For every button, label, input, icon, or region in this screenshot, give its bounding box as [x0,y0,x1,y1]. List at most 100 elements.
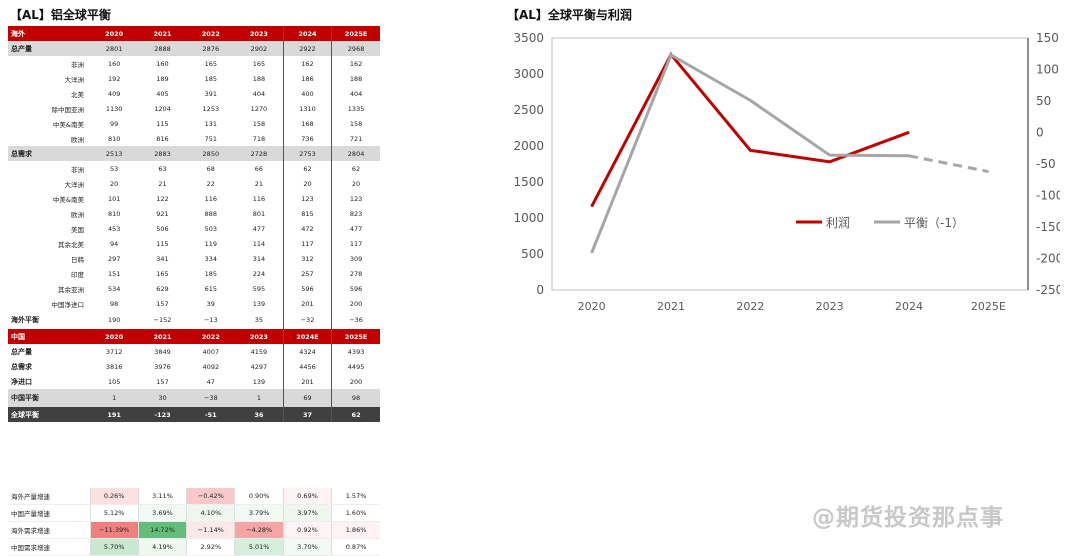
year-header: 2021 [138,329,187,344]
table-cell: 404 [331,86,380,101]
row-label: 中国 [8,329,90,344]
table-row: 净进口 105 157 47 139 201 200 [8,374,380,389]
table-cell: 188 [331,71,380,86]
table-row: 全球平衡 191 -123 -51 36 37 62 [8,407,380,422]
table-cell: 472 [282,221,332,236]
growth-row: 中国产量增速 5.12% 3.69% 4.10% 3.79% 3.97% 1.60% [8,504,380,522]
table-cell: 4324 [282,344,332,359]
row-label: 欧洲 [71,210,84,219]
table-cell: 186 [282,71,332,86]
table-cell: 165 [252,59,266,68]
table-cell: 47 [206,377,215,386]
table-cell: 278 [331,266,380,281]
growth-cell: 5.01% [234,538,284,556]
table-row: 海外 2020 2021 2022 2023 2024 2025E [8,26,380,41]
row-label: 大洋洲 [64,180,85,189]
table-cell: 114 [252,239,266,248]
row-label: 除中国亚洲 [51,105,85,114]
table-cell: 816 [156,134,169,143]
table-cell: 192 [107,74,121,83]
growth-label: 海外需求增速 [8,521,90,539]
table-cell: 117 [282,236,332,251]
row-label: 欧洲 [71,135,84,144]
row-label: 总产量 [11,347,32,356]
table-cell: 2883 [138,146,187,161]
table-cell: 22 [206,179,215,188]
left-tick-label: 0 [536,283,544,297]
growth-cell: 14.72% [137,521,187,539]
table-cell: 721 [331,131,380,146]
table-cell: 200 [331,374,380,389]
table-cell: 4092 [202,362,220,371]
table-cell: 1335 [331,101,380,116]
year-header: 2022 [186,329,235,344]
table-cell: 477 [252,224,266,233]
data-point [829,154,831,156]
table-cell: 1310 [282,101,332,116]
table-cell: 2801 [90,41,139,56]
row-label: 非洲 [71,60,84,69]
table-cell: 62 [282,161,332,176]
table-cell: 131 [204,119,218,128]
x-tick-label: 2024 [895,300,923,313]
table-cell: 409 [107,89,121,98]
balance-profit-chart: 0500100015002000250030003500-250-200-150… [513,31,1060,313]
table-cell: 1253 [202,104,220,113]
table-cell: 312 [282,251,332,266]
table-cell: 921 [156,209,169,218]
table-cell: −32 [282,311,332,329]
growth-cell: 3.70% [282,538,332,556]
right-tick-label: 150 [1036,31,1059,45]
left-tick-label: 1500 [513,175,544,189]
row-label: 其余北美 [58,240,84,249]
x-tick-label: 2025E [971,300,1006,313]
table-row: 总产量 2801 2888 2876 2902 2922 2968 [8,41,380,56]
series-dashed-line-1 [908,154,989,174]
year-header: 2020 [90,329,139,344]
table-cell: 165 [156,269,169,278]
growth-cell: 0.87% [331,538,380,556]
table-cell: 596 [282,281,332,296]
table-cell: 400 [282,86,332,101]
table-row: 总产量 3712 3849 4007 4159 4324 4393 [8,344,380,359]
table-row: 中美&南美 101 122 116 116 123 123 [8,191,380,206]
table-cell: 4297 [250,362,268,371]
growth-row: 海外需求增速 −11.39% 14.72% −1.14% −4.28% 0.92% 1.86… [8,521,380,539]
table-row: 大洋洲 20 21 22 21 20 20 [8,176,380,191]
table-cell: 151 [107,269,121,278]
year-header: 2024 [282,26,332,41]
table-row: 美国 453 506 503 477 472 477 [8,221,380,236]
table-cell: 405 [156,89,169,98]
table-cell: 341 [156,254,169,263]
table-cell: 595 [252,284,266,293]
table-cell: −36 [331,311,380,329]
table-row: 印度 151 165 185 224 257 278 [8,266,380,281]
row-label: 中国平衡 [8,389,90,407]
data-point [987,171,989,173]
table-row: 总需求 2513 2883 2850 2728 2753 2804 [8,146,380,161]
table-cell: 158 [252,119,266,128]
left-tick-label: 500 [521,247,544,261]
table-cell: 185 [204,74,218,83]
growth-cell: 3.11% [137,488,187,505]
table-cell: 115 [156,239,169,248]
table-row: 中美&南美 99 115 131 158 168 158 [8,116,380,131]
table-cell: 391 [204,89,218,98]
left-tick-label: 3500 [513,31,544,45]
growth-cell: 5.12% [89,504,139,522]
table-cell: 4456 [282,359,332,374]
table-cell: 201 [282,374,332,389]
table-cell: 21 [158,179,167,188]
data-point [749,149,751,151]
growth-cell: 3.79% [234,504,284,522]
table-row: 非洲 53 63 68 66 62 62 [8,161,380,176]
table-cell: 94 [110,239,119,248]
table-cell: 3816 [105,362,123,371]
table-cell: 188 [252,74,266,83]
growth-label: 中国需求增速 [8,538,90,556]
growth-cell: 0.69% [282,488,332,505]
table-cell: 257 [282,266,332,281]
table-row: 北美 409 405 391 404 400 404 [8,86,380,101]
table-cell: 158 [331,116,380,131]
table-cell: 4393 [331,344,380,359]
